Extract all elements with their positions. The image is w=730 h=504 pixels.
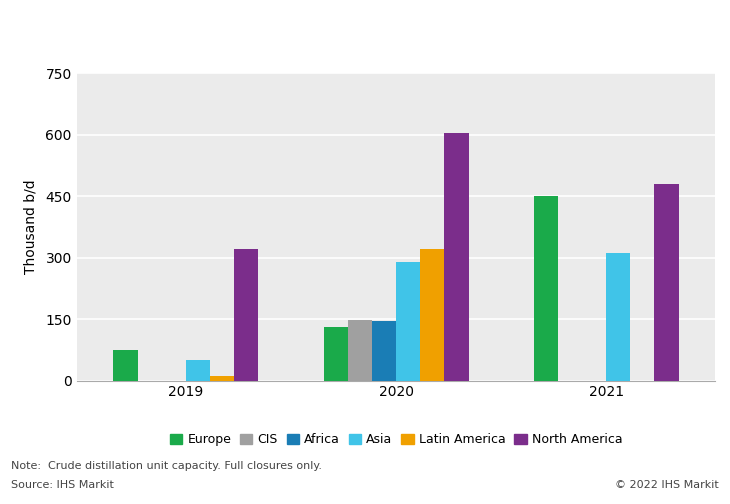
- Bar: [113, 350, 137, 381]
- Text: © 2022 IHS Markit: © 2022 IHS Markit: [615, 480, 719, 490]
- Bar: [420, 249, 445, 381]
- Bar: [445, 133, 469, 381]
- Bar: [655, 184, 679, 381]
- Bar: [606, 254, 630, 381]
- Bar: [372, 321, 396, 381]
- Bar: [210, 376, 234, 381]
- Bar: [323, 327, 347, 381]
- Bar: [347, 320, 372, 381]
- Y-axis label: Thousand b/d: Thousand b/d: [23, 179, 37, 274]
- Legend: Europe, CIS, Africa, Asia, Latin America, North America: Europe, CIS, Africa, Asia, Latin America…: [165, 428, 627, 451]
- Text: Note:  Crude distillation unit capacity. Full closures only.: Note: Crude distillation unit capacity. …: [11, 461, 322, 471]
- Bar: [186, 360, 210, 381]
- Text: Annual refinery closures: Annual refinery closures: [13, 23, 283, 42]
- Text: Source: IHS Markit: Source: IHS Markit: [11, 480, 114, 490]
- Bar: [234, 249, 258, 381]
- Bar: [396, 262, 420, 381]
- Bar: [534, 196, 558, 381]
